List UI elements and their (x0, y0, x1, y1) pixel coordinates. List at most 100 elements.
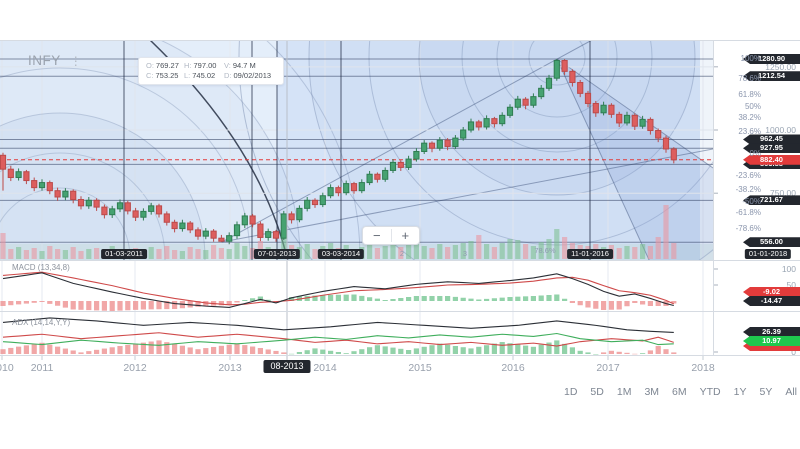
volume-bar (406, 245, 412, 259)
candle (499, 112, 506, 127)
candle (545, 74, 553, 91)
range-button-3m[interactable]: 3M (644, 386, 660, 398)
range-button-ytd[interactable]: YTD (699, 386, 721, 398)
candle (506, 104, 514, 118)
volume-bar (47, 246, 53, 259)
volume-bar (78, 251, 84, 259)
macd-line (2, 272, 674, 308)
volume-bar (437, 244, 443, 259)
volume-bar (242, 246, 248, 259)
macd-panel (0, 271, 677, 311)
volume-bar (250, 248, 256, 259)
candle (358, 179, 365, 194)
range-button-1d[interactable]: 1D (563, 386, 578, 398)
volume-bar (374, 248, 380, 259)
volume-bar (320, 246, 326, 259)
candle (655, 128, 662, 143)
volume-bar (203, 250, 209, 259)
volume-bar (31, 248, 37, 259)
range-button-5y[interactable]: 5Y (759, 386, 773, 398)
price-gridlines (0, 66, 713, 194)
candle (38, 179, 46, 191)
candle (389, 159, 397, 173)
volume-bar (663, 205, 669, 259)
volume-bar (133, 248, 139, 259)
volume-bar (647, 246, 653, 259)
candle (85, 196, 92, 209)
volume-bar (39, 251, 45, 259)
candle (124, 200, 131, 215)
volume-bar (281, 225, 287, 259)
volume-bar (218, 248, 224, 259)
range-button-1m[interactable]: 1M (616, 386, 632, 398)
candle (54, 187, 61, 201)
volume-bar (234, 243, 240, 259)
volume-bar (640, 244, 646, 259)
zoom-out-button[interactable]: − (363, 227, 391, 244)
volume-bar (413, 242, 419, 259)
candle (62, 188, 69, 201)
candle (475, 119, 482, 131)
candle (311, 198, 319, 208)
volume-bar (569, 243, 575, 259)
candle (647, 117, 654, 135)
volume-bar (671, 243, 677, 259)
candle (304, 196, 311, 212)
volume-bar (359, 247, 365, 259)
candle (460, 126, 467, 141)
candle (148, 202, 155, 215)
candle (265, 228, 272, 241)
candle (639, 115, 646, 129)
volume-bar (179, 251, 185, 259)
volume-bar (601, 247, 607, 259)
candle (530, 93, 537, 108)
volume-bar (484, 244, 490, 259)
candle (257, 221, 264, 242)
volume-bar (23, 250, 29, 259)
candle (514, 95, 521, 110)
candle (561, 59, 568, 75)
candle (631, 113, 638, 131)
range-button-1y[interactable]: 1Y (733, 386, 747, 398)
volume-bar (593, 244, 599, 259)
candle (670, 147, 677, 164)
volume-bar (468, 241, 474, 259)
volume-bar (86, 249, 92, 259)
candle (272, 229, 280, 242)
candle (584, 90, 592, 108)
symbol-menu-icon[interactable]: ⋮ (69, 54, 83, 68)
range-button-5d[interactable]: 5D (590, 386, 604, 398)
candle (46, 180, 53, 195)
candle (31, 177, 38, 192)
volume-bar (226, 249, 232, 259)
volume-bar (140, 250, 146, 259)
volume-bar (117, 249, 123, 259)
candle (226, 232, 233, 245)
volume-bar (390, 243, 396, 259)
candle (155, 203, 163, 218)
volume-bar (16, 247, 22, 259)
volume-bar (273, 249, 279, 259)
candle (382, 167, 389, 182)
candle (241, 212, 248, 229)
volume-bar (562, 237, 568, 259)
volume-bar (195, 249, 201, 259)
volume-bar (335, 248, 341, 259)
range-button-6m[interactable]: 6M (672, 386, 687, 398)
volume-bar (296, 247, 302, 259)
candle (280, 210, 287, 240)
zoom-in-button[interactable]: + (392, 227, 420, 244)
candle (171, 219, 178, 233)
volume-bar (312, 249, 318, 259)
volume-bar (515, 240, 521, 259)
range-button-all[interactable]: All (785, 386, 797, 398)
candle (319, 192, 326, 208)
volume-bar (530, 246, 536, 259)
volume-bar (398, 247, 404, 259)
candle (343, 180, 350, 196)
volume-bar (367, 244, 373, 259)
candle (553, 58, 560, 81)
volume-bar (616, 248, 622, 259)
candle (662, 135, 670, 153)
